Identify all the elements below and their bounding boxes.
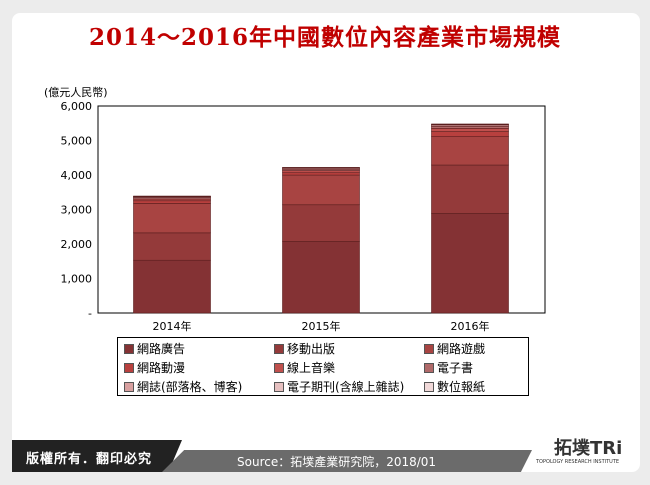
y-tick-label: 3,000 xyxy=(61,204,93,217)
legend-item: 電子書 xyxy=(424,358,534,377)
legend-swatch xyxy=(124,362,134,373)
bar-segment xyxy=(282,172,360,176)
footer: 版權所有．翻印必究 Source：拓墣產業研究院，2018/01 拓墣TRi T… xyxy=(12,438,640,472)
bar-segment xyxy=(282,174,360,206)
bar-segment xyxy=(282,204,360,242)
legend-item: 網路動漫 xyxy=(124,358,274,377)
legend-label: 數位報紙 xyxy=(437,380,486,394)
legend-label: 網路遊戲 xyxy=(437,342,486,356)
legend-swatch xyxy=(424,362,434,373)
x-tick-label: 2016年 xyxy=(451,319,490,333)
y-tick-label: 1,000 xyxy=(61,273,93,286)
legend-item: 網誌(部落格、博客) xyxy=(124,377,274,396)
footer-grey-band xyxy=(162,450,532,472)
legend-label: 電子期刊(含線上雜誌) xyxy=(287,380,405,394)
legend-swatch xyxy=(424,381,434,392)
legend-label: 線上音樂 xyxy=(287,361,336,375)
legend-label: 電子書 xyxy=(437,361,474,375)
y-axis-unit: (億元人民幣) xyxy=(44,86,108,99)
legend-item: 電子期刊(含線上雜誌) xyxy=(274,377,424,396)
copyright-text: 版權所有．翻印必究 xyxy=(26,452,153,467)
bar-segment xyxy=(282,170,360,174)
logo: 拓墣TRi TOPOLOGY RESEARCH INSTITUTE xyxy=(532,432,640,472)
bar-segment xyxy=(431,164,509,214)
x-tick-label: 2015年 xyxy=(302,319,341,333)
y-tick-label: 5,000 xyxy=(61,135,93,148)
bar-segment xyxy=(431,128,509,132)
y-tick-label: 6,000 xyxy=(61,100,93,113)
bar-segment xyxy=(431,125,509,129)
legend-item: 數位報紙 xyxy=(424,377,534,396)
y-tick-label: 4,000 xyxy=(61,169,93,182)
bar-segment xyxy=(431,213,509,314)
x-tick-label: 2014年 xyxy=(153,319,192,333)
y-tick-label: 2,000 xyxy=(61,238,93,251)
legend-swatch xyxy=(124,381,134,392)
legend-item: 線上音樂 xyxy=(274,358,424,377)
bar-segment xyxy=(431,131,509,137)
legend-item: 網路遊戲 xyxy=(424,339,534,358)
legend-label: 網路動漫 xyxy=(137,361,186,375)
bar-segment xyxy=(133,232,211,261)
bar-segment xyxy=(133,200,211,204)
logo-text: 拓墣TRi xyxy=(554,438,623,459)
legend-item: 網路廣告 xyxy=(124,339,274,358)
y-tick-label: - xyxy=(88,307,92,320)
legend-swatch xyxy=(274,362,284,373)
legend-item: 移動出版 xyxy=(274,339,424,358)
logo-subtitle: TOPOLOGY RESEARCH INSTITUTE xyxy=(536,459,620,465)
legend-swatch xyxy=(424,343,434,354)
bar-segment xyxy=(133,259,211,314)
legend-label: 網路廣告 xyxy=(137,342,186,356)
legend-swatch xyxy=(274,343,284,354)
legend-label: 網誌(部落格、博客) xyxy=(137,380,243,394)
legend-label: 移動出版 xyxy=(287,342,336,356)
bar-segment xyxy=(133,203,211,234)
source-text: Source：拓墣產業研究院，2018/01 xyxy=(237,455,437,469)
bar-chart: - 1,000 2,000 3,000 4,000 5,000 6,000 2014年 2015… xyxy=(61,100,546,333)
bar-segment xyxy=(282,241,360,314)
footer-dark-band xyxy=(12,440,182,472)
legend-swatch xyxy=(274,381,284,392)
bar-segment xyxy=(431,136,509,166)
page-title: 2014～2016年中國數位內容產業市場規模 xyxy=(88,24,562,51)
legend-swatch xyxy=(124,343,134,354)
legend: 網路廣告 移動出版 網路遊戲網路動漫 線上音樂 電子書網誌(部落格、博客) 電子期刊(含線… xyxy=(117,337,529,396)
